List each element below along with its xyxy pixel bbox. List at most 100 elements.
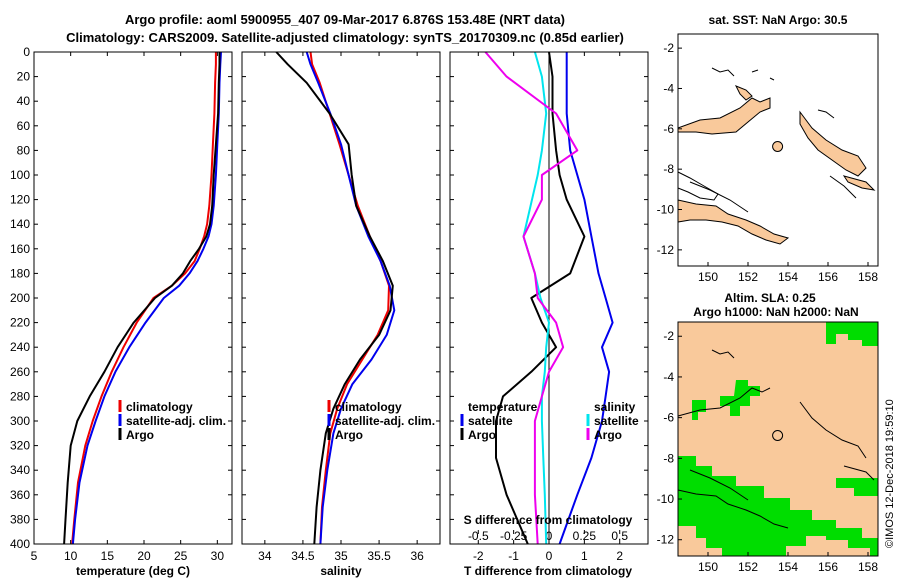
x-tick-label: 34 bbox=[258, 549, 272, 563]
legend-label-temp-satellite: satellite bbox=[468, 414, 513, 428]
coastline-contour-2 bbox=[689, 181, 749, 213]
s-tick-label: 0.25 bbox=[573, 529, 597, 543]
temperature-panel: 0 20 40 60 80 100 120 140 160 180 200 220 240 260 280 3… bbox=[10, 45, 232, 563]
green-patch-south bbox=[678, 456, 878, 556]
coastline-solomons-south bbox=[843, 465, 875, 481]
y-tick-label: 200 bbox=[10, 291, 30, 305]
legend-title-salinity: salinity bbox=[594, 400, 636, 414]
temperature-panel-frame bbox=[33, 51, 233, 545]
map-x-tick-label: 154 bbox=[778, 270, 798, 284]
y-tick-label: 120 bbox=[10, 193, 30, 207]
legend-title-temperature: temperature bbox=[468, 400, 538, 414]
land-island bbox=[734, 85, 753, 101]
series-line-salinity-satellite bbox=[522, 51, 550, 545]
island-outline bbox=[711, 349, 735, 359]
x-tick-label: 2 bbox=[616, 549, 623, 563]
map-y-tick-label: -10 bbox=[657, 492, 675, 506]
difference-legend: temperature satellite Argo salinity sate… bbox=[460, 400, 639, 442]
map-y-tick-label: -2 bbox=[663, 41, 674, 55]
map-x-tick-label: 156 bbox=[818, 560, 838, 574]
x-tick-label: 30 bbox=[211, 549, 225, 563]
imos-credit: ©IMOS 12-Dec-2018 19:59:10 bbox=[884, 399, 896, 548]
y-tick-label: 160 bbox=[10, 242, 30, 256]
legend-label-satellite: satellite-adj. clim. bbox=[335, 414, 435, 428]
island-outline bbox=[711, 67, 735, 77]
legend-label-argo: Argo bbox=[335, 428, 363, 442]
salinity-panel: 34 34.5 35 35.5 36 bbox=[242, 51, 440, 563]
y-tick-label: 100 bbox=[10, 168, 30, 182]
island-outline-2 bbox=[751, 69, 759, 73]
x-tick-label: 10 bbox=[64, 549, 78, 563]
salinity-xlabel: salinity bbox=[320, 564, 362, 578]
sla-location-map: 150 152 154 156 158 -2 -4 -6 -8 -10 -12 bbox=[657, 321, 879, 574]
series-line-argo bbox=[63, 52, 221, 545]
map-y-tick-label: -12 bbox=[657, 243, 675, 257]
map-x-tick-label: 158 bbox=[858, 270, 878, 284]
bottom-map-title-line1: Altim. SLA: 0.25 bbox=[724, 291, 816, 305]
coastline-contour bbox=[689, 469, 749, 501]
bottom-map-frame bbox=[677, 321, 879, 557]
map-y-tick-label: -8 bbox=[663, 451, 674, 465]
map-x-tick-label: 152 bbox=[738, 560, 758, 574]
map-x-tick-label: 156 bbox=[818, 270, 838, 284]
map-y-tick-label: -4 bbox=[663, 81, 674, 95]
series-line-climatology bbox=[309, 51, 390, 545]
map-y-tick-label: -12 bbox=[657, 533, 675, 547]
x-tick-label: 1 bbox=[581, 549, 588, 563]
y-tick-label: 360 bbox=[10, 488, 30, 502]
y-tick-label: 80 bbox=[17, 143, 31, 157]
y-tick-label: 380 bbox=[10, 512, 30, 526]
salinity-panel-frame bbox=[241, 51, 441, 545]
figure-title-line1: Argo profile: aoml 5900955_407 09-Mar-20… bbox=[125, 12, 565, 27]
y-tick-label: 180 bbox=[10, 266, 30, 280]
legend-label-climatology: climatology bbox=[126, 400, 193, 414]
y-tick-label: 20 bbox=[17, 70, 31, 84]
x-tick-label: 36 bbox=[410, 549, 424, 563]
y-tick-label: 240 bbox=[10, 340, 30, 354]
map-x-tick-label: 154 bbox=[778, 560, 798, 574]
y-tick-label: 60 bbox=[17, 119, 31, 133]
x-tick-label: 34.5 bbox=[291, 549, 315, 563]
bottom-map-title-line2: Argo h1000: NaN h2000: NaN bbox=[693, 305, 858, 319]
top-map-title: sat. SST: NaN Argo: 30.5 bbox=[709, 13, 848, 27]
x-tick-label: 15 bbox=[101, 549, 115, 563]
y-tick-label: 260 bbox=[10, 365, 30, 379]
green-patch-southeast bbox=[836, 478, 878, 496]
map-x-tick-label: 158 bbox=[858, 560, 878, 574]
coastline-solomons bbox=[799, 401, 867, 459]
y-tick-label: 280 bbox=[10, 389, 30, 403]
legend-label-argo: Argo bbox=[126, 428, 154, 442]
x-tick-label: 5 bbox=[31, 549, 38, 563]
top-map-frame bbox=[677, 33, 879, 267]
coastline-contour bbox=[677, 171, 719, 201]
s-tick-label: -0.5 bbox=[468, 529, 489, 543]
series-line-climatology bbox=[71, 52, 217, 545]
map-x-tick-label: 150 bbox=[698, 560, 718, 574]
series-line-temperature-argo bbox=[495, 51, 586, 545]
difference-panel-frame bbox=[449, 51, 649, 545]
legend-label-satellite: satellite-adj. clim. bbox=[126, 414, 226, 428]
y-tick-label: 400 bbox=[10, 537, 30, 551]
land-new-britain bbox=[677, 97, 771, 135]
x-tick-label: 0 bbox=[546, 549, 553, 563]
temperature-legend: climatology satellite-adj. clim. Argo bbox=[118, 400, 226, 442]
y-tick-label: 220 bbox=[10, 316, 30, 330]
land-solomons bbox=[799, 110, 867, 177]
coastline-new-britain bbox=[677, 387, 771, 417]
land-png-peninsula bbox=[677, 199, 790, 245]
x-tick-label: 20 bbox=[137, 549, 151, 563]
map-y-tick-label: -8 bbox=[663, 162, 674, 176]
x-tick-label: 25 bbox=[174, 549, 188, 563]
map-x-tick-label: 152 bbox=[738, 270, 758, 284]
y-tick-label: 300 bbox=[10, 414, 30, 428]
map-y-tick-label: -2 bbox=[663, 329, 674, 343]
series-line-satellite-adj-clim- bbox=[71, 51, 222, 545]
legend-label-climatology: climatology bbox=[335, 400, 402, 414]
temperature-xlabel: temperature (deg C) bbox=[76, 564, 190, 578]
x-tick-label: 35.5 bbox=[367, 549, 391, 563]
map-y-tick-label: -6 bbox=[663, 122, 674, 136]
legend-label-sal-argo: Argo bbox=[594, 428, 622, 442]
legend-label-sal-satellite: satellite bbox=[594, 414, 639, 428]
salinity-legend: climatology satellite-adj. clim. Argo bbox=[327, 400, 435, 442]
